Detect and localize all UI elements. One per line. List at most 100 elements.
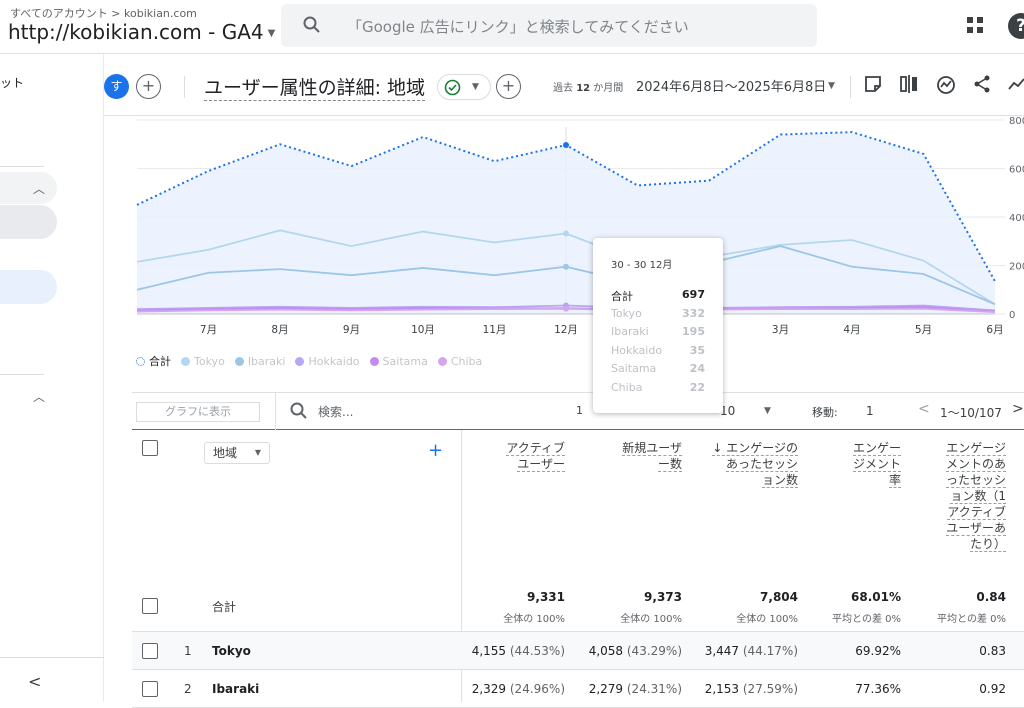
tooltip-row: Chiba 22 <box>611 381 705 397</box>
add-dimension-button[interactable]: + <box>428 440 444 461</box>
row-region-name: Ibaraki <box>212 682 260 696</box>
help-icon[interactable]: ? <box>1008 13 1024 39</box>
cell-value: 77.36% <box>855 682 901 696</box>
report-status-pill[interactable]: ▼ <box>437 74 491 100</box>
cell-percent: (27.59%) <box>739 682 798 696</box>
cell-value: 0.83 <box>979 644 1006 658</box>
cell-percent: (44.17%) <box>739 644 798 658</box>
divider <box>850 76 851 98</box>
chevron-up-icon[interactable]: ︿ <box>33 390 46 404</box>
legend-item[interactable]: Ibaraki <box>234 355 285 368</box>
line-chart[interactable]: 800 600 400 200 0 7月 8月 9月 10月 11月 12月 3月 4月 5月 6月 <box>104 117 1024 387</box>
select-all-checkbox[interactable] <box>142 440 158 456</box>
x-tick-label: 8月 <box>271 324 288 336</box>
add-comparison-button[interactable]: + <box>136 74 161 99</box>
hover-point <box>563 305 569 312</box>
chevron-down-icon: ▼ <box>254 448 261 457</box>
x-tick-label: 12月 <box>554 324 578 336</box>
column-header-text: ↓ エンゲージの <box>712 441 798 456</box>
totals-value: 68.01% <box>851 590 901 604</box>
date-range[interactable]: 2024年6月8日～2025年6月8日 <box>636 80 827 95</box>
row-cell: 77.36% <box>855 682 901 696</box>
column-header-text: メントのあ <box>945 457 1006 472</box>
insights-icon[interactable] <box>936 75 956 95</box>
legend-item[interactable]: Saitama <box>369 355 428 368</box>
nav-section-header[interactable] <box>0 172 57 204</box>
legend-dot-icon <box>369 357 379 366</box>
cell-value: 4,155 <box>471 644 507 658</box>
legend-item[interactable]: Hokkaido <box>295 355 360 368</box>
tooltip-row: Hokkaido 35 <box>611 344 705 360</box>
share-icon[interactable] <box>973 75 991 93</box>
column-header-text: あったセッシ <box>725 457 798 472</box>
search-icon <box>303 16 320 33</box>
property-dropdown-icon: ▼ <box>267 28 276 39</box>
legend-label: Hokkaido <box>308 355 360 368</box>
table-row[interactable]: 2 Ibaraki 2,329 (24.96%) 2,279 (24.31%) 2,15… <box>132 670 1024 708</box>
column-header[interactable]: ↓ エンゲージの あったセッシ ョン数 <box>688 440 798 488</box>
tooltip-value: 332 <box>682 306 705 320</box>
legend-label: Saitama <box>382 355 428 368</box>
global-search[interactable]: 「Google 広告にリンク」と検索してみてください <box>281 4 817 47</box>
add-filter-button[interactable]: + <box>496 74 521 99</box>
dimension-select[interactable]: 地域 ▼ <box>204 442 270 464</box>
totals-label: 合計 <box>212 600 237 614</box>
cell-percent: (24.31%) <box>623 682 682 696</box>
x-tick-label: 3月 <box>772 324 789 336</box>
column-header[interactable]: エンゲージ メントのあ ったセッシ ョン数（1 アクティブ ユーザーあ たり） <box>926 440 1006 552</box>
edit-note-icon[interactable] <box>864 75 882 93</box>
column-header-text: アクティブ <box>506 441 565 456</box>
tooltip-row: Saitama 24 <box>611 362 705 378</box>
row-cell: 2,153 (27.59%) <box>705 682 798 696</box>
trend-icon[interactable] <box>1008 75 1024 93</box>
table-search-input[interactable]: 検索... <box>318 405 354 419</box>
column-header-text: ョン数（1 <box>950 489 1006 504</box>
hover-point <box>563 230 569 237</box>
apps-grid-icon[interactable] <box>966 16 984 34</box>
column-header[interactable]: エンゲー ジメント率 <box>831 440 901 488</box>
legend-item[interactable]: Tokyo <box>181 355 225 368</box>
legend-item[interactable]: 合計 <box>136 353 171 369</box>
totals-row: 合計 9,331 全体の 100% 9,373 全体の 100% 7,804 全体の 10… <box>132 582 1024 632</box>
column-header[interactable]: アクティブ ユーザー <box>475 440 565 472</box>
column-header[interactable]: 新規ユーザ ー数 <box>592 440 682 472</box>
legend-label: Chiba <box>450 355 483 368</box>
segment-avatar[interactable]: す <box>104 74 129 99</box>
compare-icon[interactable] <box>899 75 919 93</box>
row-checkbox[interactable] <box>142 643 158 659</box>
chevron-up-icon[interactable]: ︿ <box>33 182 46 196</box>
data-table: 地域 ▼ + アクティブ ユーザー 新規ユーザ ー数 ↓ エンゲージの あったセッシ ョン数エ… <box>132 430 1024 708</box>
tooltip-row: 合計 697 <box>611 288 705 304</box>
nav-item-fragment[interactable]: ット <box>0 76 25 90</box>
nav-item-selected[interactable] <box>0 270 57 304</box>
chevron-down-icon[interactable]: ▼ <box>764 406 771 416</box>
collapse-nav-icon[interactable]: < <box>28 672 42 691</box>
tooltip-series-name: 合計 <box>611 290 633 303</box>
column-header-text: ユーザーあ <box>946 521 1006 536</box>
nav-item[interactable] <box>0 205 57 239</box>
prev-page-icon[interactable]: < <box>918 401 930 417</box>
totals-cell: 7,804 全体の 100% <box>688 590 798 625</box>
x-tick-label: 4月 <box>843 324 860 336</box>
table-row[interactable]: 1 Tokyo 4,155 (44.53%) 4,058 (43.29%) 3,447 … <box>132 632 1024 670</box>
legend-item[interactable]: Chiba <box>437 355 483 368</box>
property-selector[interactable]: http://kobikian.com - GA4 ▼ <box>8 20 275 44</box>
tooltip-title: 30 - 30 12月 <box>611 260 673 271</box>
cell-percent: (44.53%) <box>506 644 565 658</box>
next-page-icon[interactable]: > <box>1012 401 1024 417</box>
nav-divider <box>0 374 44 375</box>
breadcrumb-all-accounts[interactable]: すべてのアカウント <box>10 7 108 20</box>
rows-per-page-select[interactable]: 10 <box>720 404 736 418</box>
cell-value: 2,279 <box>588 682 624 696</box>
tooltip-series-name: Hokkaido <box>611 343 663 357</box>
row-cell: 2,329 (24.96%) <box>472 682 565 696</box>
date-dropdown-icon[interactable]: ▼ <box>828 81 835 91</box>
chevron-down-icon: ▼ <box>472 82 479 92</box>
totals-checkbox[interactable] <box>142 598 158 614</box>
breadcrumb[interactable]: すべてのアカウント > kobikian.com <box>10 5 197 21</box>
breadcrumb-account[interactable]: kobikian.com <box>124 7 197 20</box>
x-tick-label: 5月 <box>915 324 932 336</box>
show-on-chart-button[interactable]: グラフに表示 <box>136 402 260 422</box>
goto-input[interactable]: 1 <box>866 404 874 418</box>
row-checkbox[interactable] <box>142 681 158 697</box>
